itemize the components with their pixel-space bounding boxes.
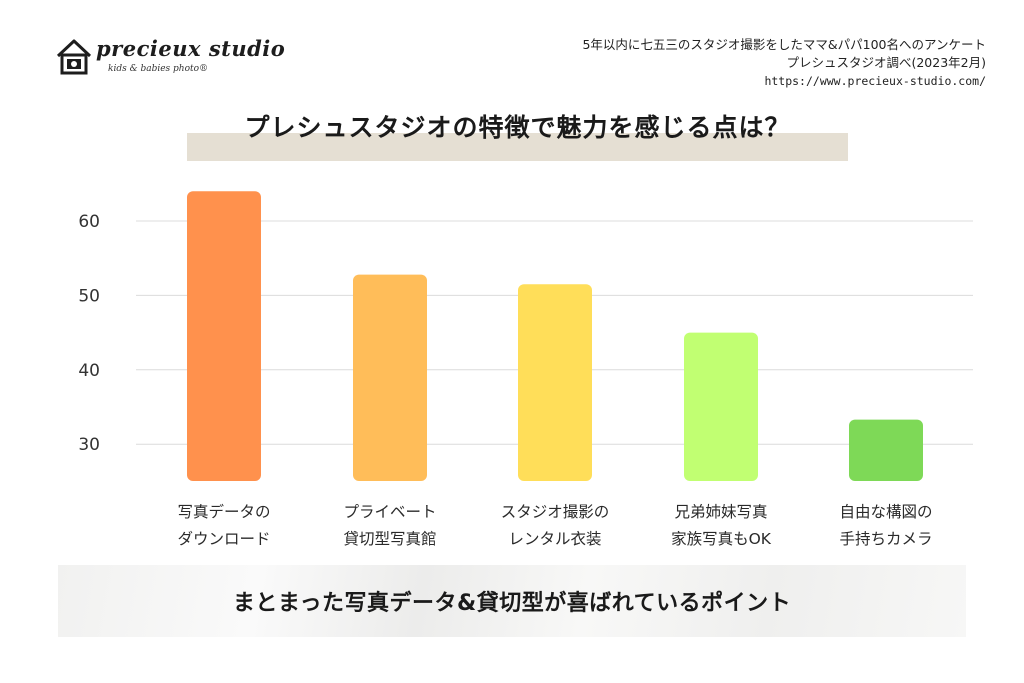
category-label-5-line-2: 手持ちカメラ bbox=[839, 530, 932, 548]
y-tick-label-50: 50 bbox=[78, 286, 100, 306]
category-label-2-line-1: プライベート bbox=[343, 503, 436, 521]
bar-3 bbox=[518, 284, 592, 481]
category-label-3-line-1: スタジオ撮影の bbox=[501, 503, 610, 521]
source-url[interactable]: https://www.precieux-studio.com/ bbox=[764, 74, 986, 88]
category-label-1-line-1: 写真データの bbox=[177, 502, 270, 521]
conclusion-banner: まとまった写真データ&貸切型が喜ばれているポイント bbox=[58, 565, 966, 637]
bar-4 bbox=[684, 332, 758, 481]
bar-5 bbox=[849, 419, 923, 481]
title-highlight-band bbox=[187, 133, 848, 161]
y-tick-label-30: 30 bbox=[78, 435, 100, 455]
bars bbox=[187, 191, 923, 482]
survey-source: 5年以内に七五三のスタジオ撮影をしたママ&パパ100名へのアンケート プレシュス… bbox=[582, 36, 986, 90]
house-camera-icon bbox=[56, 39, 92, 75]
brand-logo: precieux studio kids & babies photo® bbox=[56, 36, 285, 82]
category-label-1-line-2: ダウンロード bbox=[177, 530, 270, 548]
y-tick-label-40: 40 bbox=[78, 361, 100, 381]
logo-wordmark: precieux studio bbox=[96, 36, 286, 61]
bar-2 bbox=[353, 274, 427, 481]
source-credit: プレシュスタジオ調べ(2023年2月) bbox=[786, 55, 986, 70]
y-tick-label-60: 60 bbox=[78, 212, 100, 232]
conclusion-text: まとまった写真データ&貸切型が喜ばれているポイント bbox=[232, 591, 792, 616]
category-label-4-line-1: 兄弟姉妹写真 bbox=[674, 503, 767, 521]
chart-title: プレシュスタジオの特徴で魅力を感じる点は？ bbox=[244, 113, 791, 142]
category-label-3-line-2: レンタル衣装 bbox=[508, 530, 601, 548]
category-label-2-line-2: 貸切型写真館 bbox=[343, 530, 436, 548]
source-description: 5年以内に七五三のスタジオ撮影をしたママ&パパ100名へのアンケート bbox=[582, 37, 986, 52]
bar-1 bbox=[187, 191, 261, 482]
y-axis-tick-labels: 30 40 50 60 bbox=[78, 212, 100, 455]
category-label-4-line-2: 家族写真もOK bbox=[671, 530, 772, 548]
logo-tagline: kids & babies photo® bbox=[108, 64, 209, 74]
category-label-5-line-1: 自由な構図の bbox=[839, 503, 932, 521]
